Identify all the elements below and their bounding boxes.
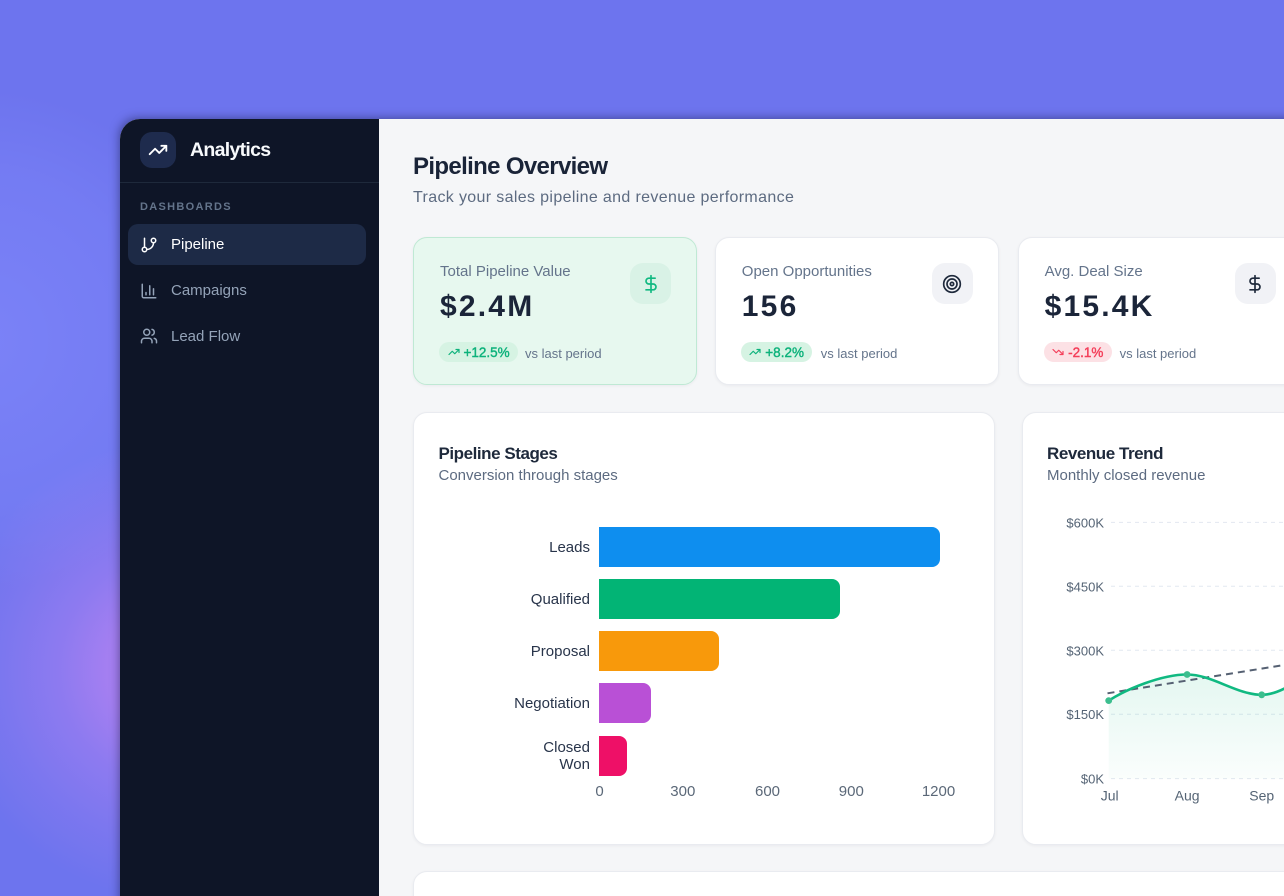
svg-text:Aug: Aug	[1174, 787, 1199, 803]
svg-text:Sep: Sep	[1249, 787, 1274, 803]
svg-text:$300K: $300K	[1066, 643, 1104, 658]
svg-text:$150K: $150K	[1066, 707, 1104, 722]
svg-text:$0K: $0K	[1080, 772, 1103, 787]
svg-text:$600K: $600K	[1066, 515, 1104, 530]
svg-text:$450K: $450K	[1066, 579, 1104, 594]
svg-text:Jul: Jul	[1100, 787, 1118, 803]
